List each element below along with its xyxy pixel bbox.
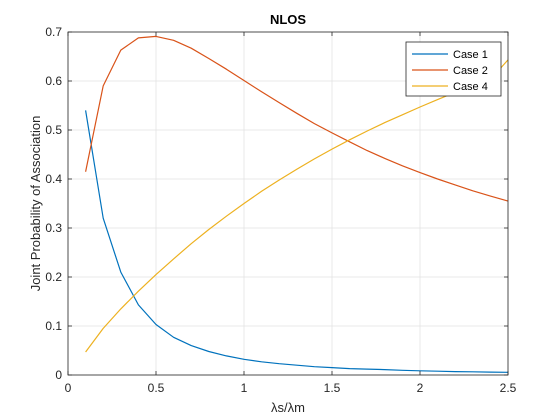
x-tick-label: 1 [241,381,248,395]
legend-label-case-1: Case 1 [453,49,488,61]
y-tick-label: 0 [55,368,62,382]
y-tick-label: 0.5 [45,123,62,137]
y-tick-label: 0.3 [45,221,62,235]
chart-title: NLOS [270,12,306,27]
legend-box [405,41,502,97]
y-tick-label: 0.6 [45,74,62,88]
x-tick-label: 2.5 [500,381,517,395]
x-tick-label: 0.5 [148,381,165,395]
axis-ticks: 0 0.5 1 1.5 2 2.5 0 0.1 0.2 0.3 0.4 0.5 0.6 0.7 [45,25,516,395]
series-lines [85,35,509,373]
x-tick-label: 1.5 [324,381,341,395]
y-tick-label: 0.4 [45,172,62,186]
y-tick-label: 0.7 [45,25,62,39]
series-line-case-4 [85,59,509,353]
y-axis-title: Joint Probability of Association [28,116,43,292]
legend-label-case-4: Case 4 [453,81,488,93]
x-tick-label: 0 [65,381,72,395]
legend: Case 1 Case 2 Case 4 [405,41,502,97]
series-line-case-1 [85,110,509,373]
x-tick-label: 2 [417,381,424,395]
x-axis-title: λs/λm [271,400,305,415]
y-tick-label: 0.1 [45,319,62,333]
legend-label-case-2: Case 2 [453,65,488,77]
y-tick-label: 0.2 [45,270,62,284]
series-line-case-2 [85,35,509,202]
plot-frame [67,31,509,376]
